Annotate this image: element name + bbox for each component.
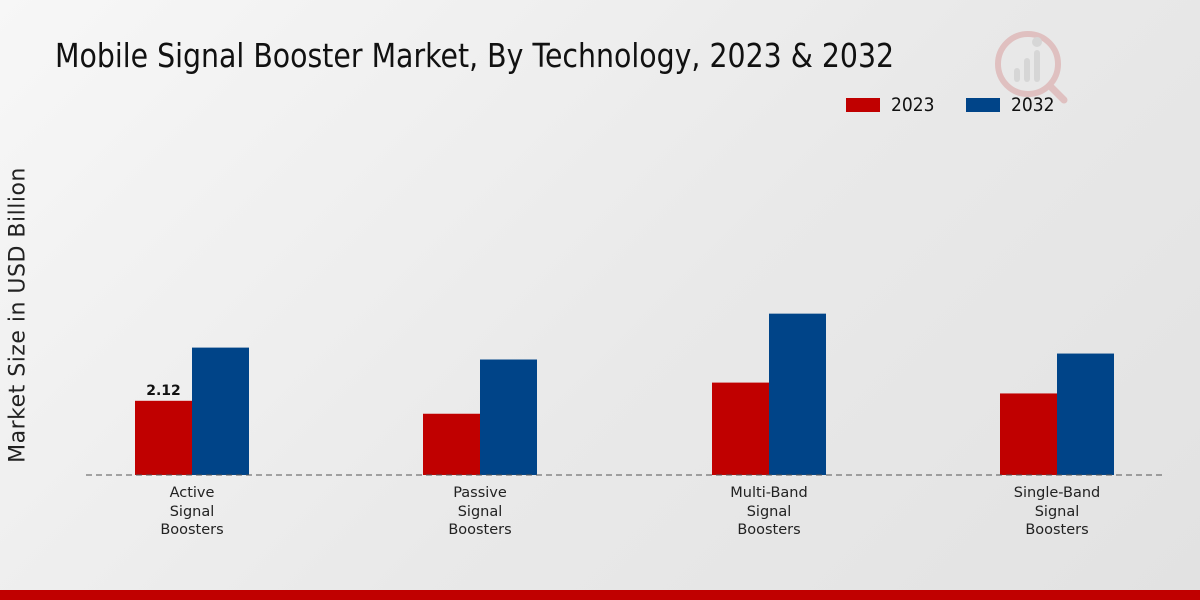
x-tick-label-line: Signal (746, 503, 792, 520)
bar-2032-3 (769, 313, 826, 475)
watermark-logo-icon (995, 31, 1068, 104)
legend-label-2032: 2032 (1011, 94, 1055, 116)
data-label: 2.12 (146, 383, 181, 399)
x-tick-label-line: Active (169, 485, 215, 501)
x-tick-label-line: Boosters (448, 522, 512, 538)
bar-2023-4 (1000, 393, 1057, 475)
footer-accent-bar (0, 590, 1200, 600)
x-tick-label-line: Signal (1034, 503, 1080, 520)
legend-item-2032: 2032 (966, 94, 1059, 116)
chart-title: Mobile Signal Booster Market, By Technol… (55, 36, 895, 75)
x-tick-label: Active Signal Boosters (112, 484, 272, 540)
bar-2023-3 (712, 382, 769, 475)
x-tick-label: Single-Band Signal Boosters (977, 484, 1137, 540)
x-tick-label-line: Signal (457, 503, 503, 520)
x-tick-label-line: Boosters (1025, 522, 1089, 538)
x-tick-label-line: Signal (169, 503, 215, 520)
legend-label-2023: 2023 (891, 94, 935, 116)
x-tick-label-line: Single-Band (1013, 485, 1101, 501)
bar-2032-4 (1057, 353, 1114, 475)
bar-2032-2 (480, 359, 537, 475)
legend-item-2023: 2023 (846, 94, 939, 116)
x-tick-label-line: Passive (453, 485, 507, 501)
bar-2023-2 (423, 413, 480, 475)
bar-2023-1 (135, 400, 192, 475)
x-tick-label: Multi-Band Signal Boosters (689, 484, 849, 540)
legend-swatch-2023 (846, 98, 880, 112)
bar-2032-1 (192, 347, 249, 475)
x-tick-label-line: Boosters (737, 522, 801, 538)
x-tick-label-line: Boosters (160, 522, 224, 538)
x-tick-label: Passive Signal Boosters (400, 484, 560, 540)
legend-swatch-2032 (966, 98, 1000, 112)
x-tick-label-line: Multi-Band (730, 485, 808, 501)
